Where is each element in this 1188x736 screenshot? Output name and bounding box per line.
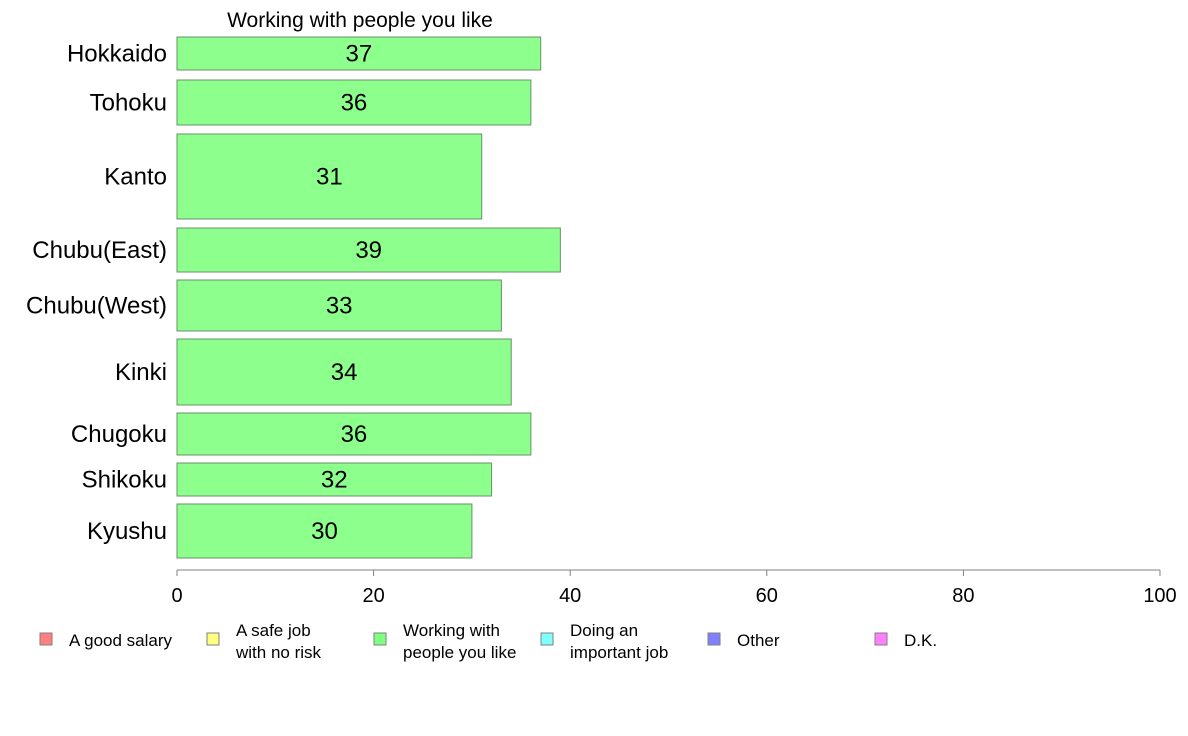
bar-kanto: [176, 133, 483, 220]
bar-kinki: [176, 338, 512, 406]
bar-tohoku: [176, 79, 532, 126]
category-label-tohoku: Tohoku: [90, 90, 167, 117]
legend-label-a-safe-job-with-no-risk-line1: A safe job: [236, 621, 311, 640]
data-label-chugoku: 36: [341, 421, 368, 448]
x-tick-label-40: 40: [559, 585, 581, 607]
legend-label-other: Other: [737, 631, 780, 650]
x-axis: 0 20 40 60 80 100: [171, 569, 1177, 607]
x-tick-label-20: 20: [362, 585, 384, 607]
bars-group: Hokkaido 37 Tohoku 36 Kanto 31 Chubu(East) 39 Ch…: [26, 36, 561, 559]
chart-title: Working with people you like: [227, 9, 493, 32]
category-label-kanto: Kanto: [104, 164, 167, 191]
legend-label-working-with-people-you-like-line2: people you like: [403, 643, 516, 662]
bar-shikoku: [176, 462, 493, 497]
data-label-hokkaido: 37: [346, 41, 373, 68]
bar-chubu-east: [176, 227, 561, 273]
data-label-chubu-east: 39: [355, 237, 382, 264]
legend-label-doing-an-important-job-line1: Doing an: [570, 621, 638, 640]
category-label-shikoku: Shikoku: [82, 467, 167, 494]
x-tick-label-100: 100: [1143, 585, 1176, 607]
bar-chubu-west: [176, 279, 502, 332]
x-tick-label-80: 80: [952, 585, 974, 607]
category-label-kyushu: Kyushu: [87, 518, 167, 545]
legend-swatch-working-with-people-you-like: [373, 632, 387, 646]
category-label-kinki: Kinki: [115, 359, 167, 386]
data-label-shikoku: 32: [321, 467, 348, 494]
legend-swatch-d-k: [874, 632, 888, 646]
bar-chugoku: [176, 412, 532, 456]
legend: A good salary A safe job with no risk Worki…: [39, 621, 937, 662]
legend-label-d-k: D.K.: [904, 631, 937, 650]
data-label-kyushu: 30: [311, 518, 338, 545]
legend-swatch-other: [707, 632, 721, 646]
x-tick-label-60: 60: [756, 585, 778, 607]
category-label-chubu-west: Chubu(West): [26, 293, 167, 320]
legend-label-a-safe-job-with-no-risk-line2: with no risk: [235, 643, 322, 662]
category-label-chubu-east: Chubu(East): [32, 237, 167, 264]
legend-swatch-a-good-salary: [39, 632, 53, 646]
bar-kyushu: [176, 503, 473, 559]
legend-label-doing-an-important-job-line2: important job: [570, 643, 668, 662]
data-label-chubu-west: 33: [326, 293, 353, 320]
data-label-tohoku: 36: [341, 90, 368, 117]
x-tick-label-0: 0: [171, 585, 182, 607]
category-label-chugoku: Chugoku: [71, 421, 167, 448]
category-label-hokkaido: Hokkaido: [67, 41, 167, 68]
data-label-kanto: 31: [316, 164, 343, 191]
legend-label-working-with-people-you-like-line1: Working with: [403, 621, 500, 640]
legend-label-a-good-salary: A good salary: [69, 631, 173, 650]
bar-hokkaido: [176, 36, 542, 71]
legend-swatch-a-safe-job-with-no-risk: [206, 632, 220, 646]
data-label-kinki: 34: [331, 359, 358, 386]
legend-swatch-doing-an-important-job: [540, 632, 554, 646]
